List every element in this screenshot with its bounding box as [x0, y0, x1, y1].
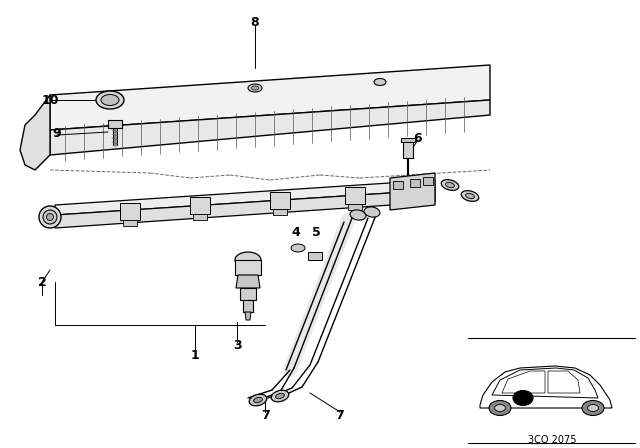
Text: 2: 2 [38, 276, 46, 289]
Polygon shape [120, 203, 140, 220]
Ellipse shape [489, 401, 511, 415]
Ellipse shape [588, 405, 598, 412]
Ellipse shape [248, 84, 262, 92]
Polygon shape [345, 187, 365, 204]
Text: 3: 3 [233, 339, 241, 352]
Ellipse shape [495, 405, 506, 412]
Text: 9: 9 [52, 126, 61, 139]
Polygon shape [480, 366, 612, 408]
Ellipse shape [101, 95, 119, 105]
Polygon shape [50, 65, 490, 130]
Ellipse shape [291, 244, 305, 252]
Polygon shape [245, 312, 251, 320]
Polygon shape [55, 190, 435, 228]
Polygon shape [20, 95, 50, 170]
Polygon shape [403, 140, 413, 158]
Text: 1: 1 [191, 349, 200, 362]
Polygon shape [235, 260, 261, 275]
Polygon shape [548, 371, 580, 393]
Polygon shape [502, 371, 545, 393]
Ellipse shape [271, 390, 289, 402]
Text: 10: 10 [41, 94, 59, 107]
Polygon shape [410, 179, 420, 187]
Polygon shape [401, 138, 415, 142]
Polygon shape [390, 173, 435, 210]
Ellipse shape [39, 206, 61, 228]
Ellipse shape [582, 401, 604, 415]
Ellipse shape [350, 210, 366, 220]
Ellipse shape [235, 252, 261, 268]
Text: 5: 5 [312, 225, 321, 238]
Text: 3CO 2075: 3CO 2075 [528, 435, 576, 445]
Polygon shape [393, 181, 403, 189]
Ellipse shape [253, 397, 262, 403]
Text: 7: 7 [335, 409, 344, 422]
Polygon shape [240, 288, 256, 300]
Ellipse shape [466, 194, 474, 198]
Polygon shape [50, 100, 490, 155]
Ellipse shape [445, 182, 454, 188]
Polygon shape [193, 214, 207, 220]
Polygon shape [108, 120, 122, 128]
Text: 8: 8 [251, 16, 259, 29]
Ellipse shape [252, 86, 259, 90]
Ellipse shape [96, 91, 124, 109]
Polygon shape [190, 197, 210, 214]
Ellipse shape [513, 391, 533, 405]
Polygon shape [270, 192, 290, 209]
Polygon shape [243, 300, 253, 312]
Polygon shape [123, 220, 137, 226]
Text: 4: 4 [292, 225, 300, 238]
Polygon shape [55, 180, 435, 215]
Ellipse shape [276, 393, 284, 399]
Polygon shape [423, 177, 433, 185]
Ellipse shape [249, 394, 267, 406]
Ellipse shape [47, 214, 54, 220]
Ellipse shape [364, 207, 380, 217]
Polygon shape [273, 209, 287, 215]
Text: 6: 6 [413, 132, 422, 145]
Ellipse shape [374, 78, 386, 86]
Polygon shape [236, 275, 260, 288]
Polygon shape [492, 368, 598, 398]
Ellipse shape [441, 180, 459, 190]
Ellipse shape [461, 191, 479, 201]
Polygon shape [348, 204, 362, 210]
Text: 7: 7 [260, 409, 269, 422]
Polygon shape [308, 252, 322, 260]
Ellipse shape [43, 210, 57, 224]
